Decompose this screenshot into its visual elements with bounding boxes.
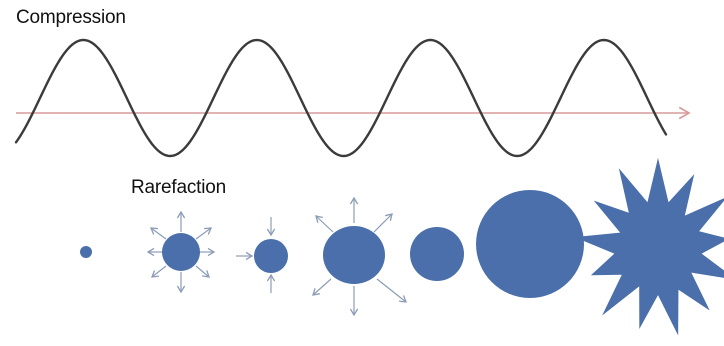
expansion-arrow-6 [150, 265, 167, 278]
expansion-arrow-4 [195, 265, 210, 278]
expansion-arrow-large-2 [373, 213, 393, 233]
sine-wave [14, 38, 668, 158]
compressing-bubble [254, 239, 288, 273]
medium-bubble [410, 227, 464, 281]
large-bubble [476, 190, 584, 298]
rarefaction-label: Rarefaction [131, 177, 226, 198]
expanding-bubble-2 [323, 226, 385, 284]
expansion-arrow-2 [195, 227, 213, 240]
tiny-bubble [80, 246, 92, 258]
expanding-bubble-1 [162, 233, 200, 271]
bubble-burst-star [574, 157, 724, 336]
compression-label: Compression [16, 7, 126, 28]
expansion-arrow-8 [149, 227, 167, 240]
expansion-arrow-large-5 [312, 278, 332, 296]
direction-arrows [146, 196, 408, 317]
expansion-arrow-large-3 [315, 215, 334, 233]
expansion-arrow-large-6 [376, 278, 408, 303]
